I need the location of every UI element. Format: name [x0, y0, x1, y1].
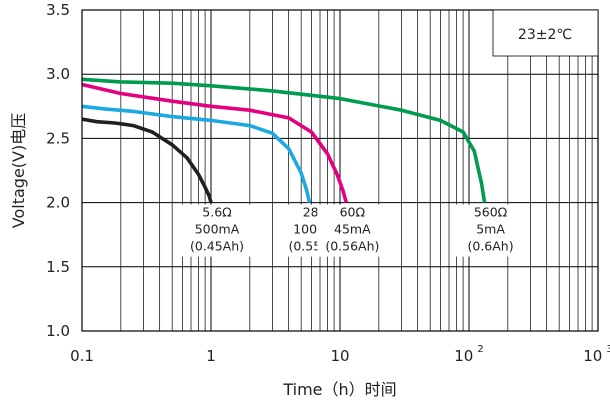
series-load-label: 60Ω [340, 205, 366, 220]
y-tick-label: 2.5 [46, 129, 70, 147]
series-line-3 [81, 82, 349, 204]
y-tick-label: 2.0 [46, 194, 70, 212]
series-line-2 [81, 104, 312, 204]
x-axis-label: Time（h）时间 [282, 380, 396, 399]
discharge-curves [81, 77, 487, 204]
y-tick-label: 1.0 [46, 322, 70, 340]
series-load-label: 5.6Ω [202, 205, 232, 220]
tick-labels: 1.0 1.5 2.0 2.5 3.0 3.5 0.1 1 10 10 2 10 3 [46, 1, 610, 365]
x-tick-label: 10 2 [454, 344, 483, 365]
x-tick-label: 1 [206, 347, 216, 365]
x-tick-label: 10 3 [583, 344, 610, 365]
series-capacity-label: (0.6Ah) [467, 239, 513, 254]
series-load-label: 560Ω [474, 205, 508, 220]
series-capacity-label: (0.45Ah) [190, 239, 244, 254]
temperature-box-frame [492, 9, 599, 57]
temperature-box: 23±2℃ [492, 9, 599, 57]
temperature-label: 23±2℃ [518, 27, 572, 43]
curve-annotations: 5.6Ω500mA(0.45Ah)28Ω100mA(0.55Ah)60Ω45mA… [182, 204, 526, 257]
series-current-label: 45mA [334, 222, 371, 237]
grid [81, 9, 598, 332]
y-tick-label: 1.5 [46, 258, 70, 276]
annotation-background [317, 204, 388, 257]
plot-frame [81, 9, 599, 332]
series-current-label: 500mA [195, 222, 240, 237]
annotation-background [455, 204, 526, 257]
x-tick-label: 0.1 [70, 347, 94, 365]
series-line-4 [81, 77, 487, 203]
annotation-background [182, 204, 252, 257]
y-axis-label: Voltage(V)电压 [9, 113, 28, 228]
series-line-1 [81, 117, 213, 204]
series-capacity-label: (0.56Ah) [325, 239, 379, 254]
series-current-label: 5mA [476, 222, 505, 237]
y-tick-label: 3.0 [46, 65, 70, 83]
x-tick-label: 10 [330, 347, 349, 365]
y-tick-label: 3.5 [46, 1, 70, 19]
